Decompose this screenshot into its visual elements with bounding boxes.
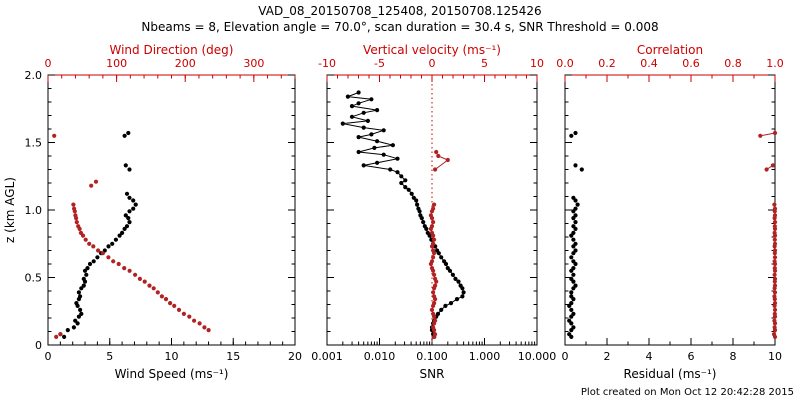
svg-text:1.000: 1.000 [469, 350, 501, 363]
svg-text:-10: -10 [318, 57, 336, 70]
svg-text:20: 20 [288, 350, 302, 363]
svg-text:5: 5 [481, 57, 488, 70]
svg-text:0.100: 0.100 [416, 350, 448, 363]
svg-text:8: 8 [730, 350, 737, 363]
series-wind_speed [58, 130, 138, 339]
svg-text:1.5: 1.5 [25, 137, 43, 150]
series-snr [340, 90, 466, 339]
plot-subtitle: Nbeams = 8, Elevation angle = 70.0°, sca… [141, 20, 659, 34]
plot-created-timestamp: Plot created on Mon Oct 12 20:42:28 2015 [580, 387, 794, 398]
svg-text:0: 0 [35, 339, 42, 352]
svg-text:0.8: 0.8 [724, 57, 742, 70]
series-wind_direction [52, 133, 211, 339]
svg-text:10.000: 10.000 [518, 350, 557, 363]
svg-text:Vertical velocity (ms⁻¹): Vertical velocity (ms⁻¹) [363, 43, 501, 57]
svg-text:200: 200 [175, 57, 196, 70]
svg-text:SNR: SNR [420, 367, 445, 381]
svg-text:0.001: 0.001 [311, 350, 343, 363]
svg-text:0: 0 [45, 350, 52, 363]
svg-text:6: 6 [688, 350, 695, 363]
panel-residual: 0 2 4 6 8 10 Residual (ms⁻¹) 0.0 0.2 0.4 0.6 0.8 1.0… [556, 43, 784, 381]
plot-title: VAD_08_20150708_125408, 20150708.125426 [258, 4, 542, 18]
svg-text:0.2: 0.2 [598, 57, 616, 70]
svg-text:0: 0 [562, 350, 569, 363]
svg-text:0.4: 0.4 [640, 57, 658, 70]
svg-text:2: 2 [604, 350, 611, 363]
svg-text:10: 10 [768, 350, 782, 363]
svg-text:-5: -5 [374, 57, 385, 70]
svg-text:10: 10 [530, 57, 544, 70]
series-vertical_velocity [428, 149, 450, 339]
svg-text:1.0: 1.0 [25, 204, 43, 217]
svg-text:10: 10 [165, 350, 179, 363]
svg-text:Correlation: Correlation [637, 43, 703, 57]
svg-text:2.0: 2.0 [25, 69, 43, 82]
svg-text:0.5: 0.5 [25, 272, 43, 285]
svg-text:300: 300 [243, 57, 264, 70]
panel-snr: 0.001 0.010 0.100 1.000 10.000 SNR -10 -5 0 5 10 Ve… [311, 43, 556, 381]
svg-text:1.0: 1.0 [766, 57, 784, 70]
svg-text:100: 100 [106, 57, 127, 70]
svg-text:Wind Speed (ms⁻¹): Wind Speed (ms⁻¹) [115, 367, 229, 381]
series-correlation [758, 130, 778, 339]
svg-text:Residual (ms⁻¹): Residual (ms⁻¹) [624, 367, 717, 381]
series-residual [567, 130, 584, 339]
svg-text:5: 5 [106, 350, 113, 363]
svg-text:0.0: 0.0 [556, 57, 574, 70]
svg-text:0.6: 0.6 [682, 57, 700, 70]
svg-text:0: 0 [429, 57, 436, 70]
svg-text:4: 4 [646, 350, 653, 363]
svg-text:0: 0 [45, 57, 52, 70]
svg-text:15: 15 [226, 350, 240, 363]
svg-text:Wind Direction (deg): Wind Direction (deg) [110, 43, 234, 57]
y-axis-title: z (km AGL) [3, 177, 17, 243]
svg-text:0.010: 0.010 [364, 350, 396, 363]
